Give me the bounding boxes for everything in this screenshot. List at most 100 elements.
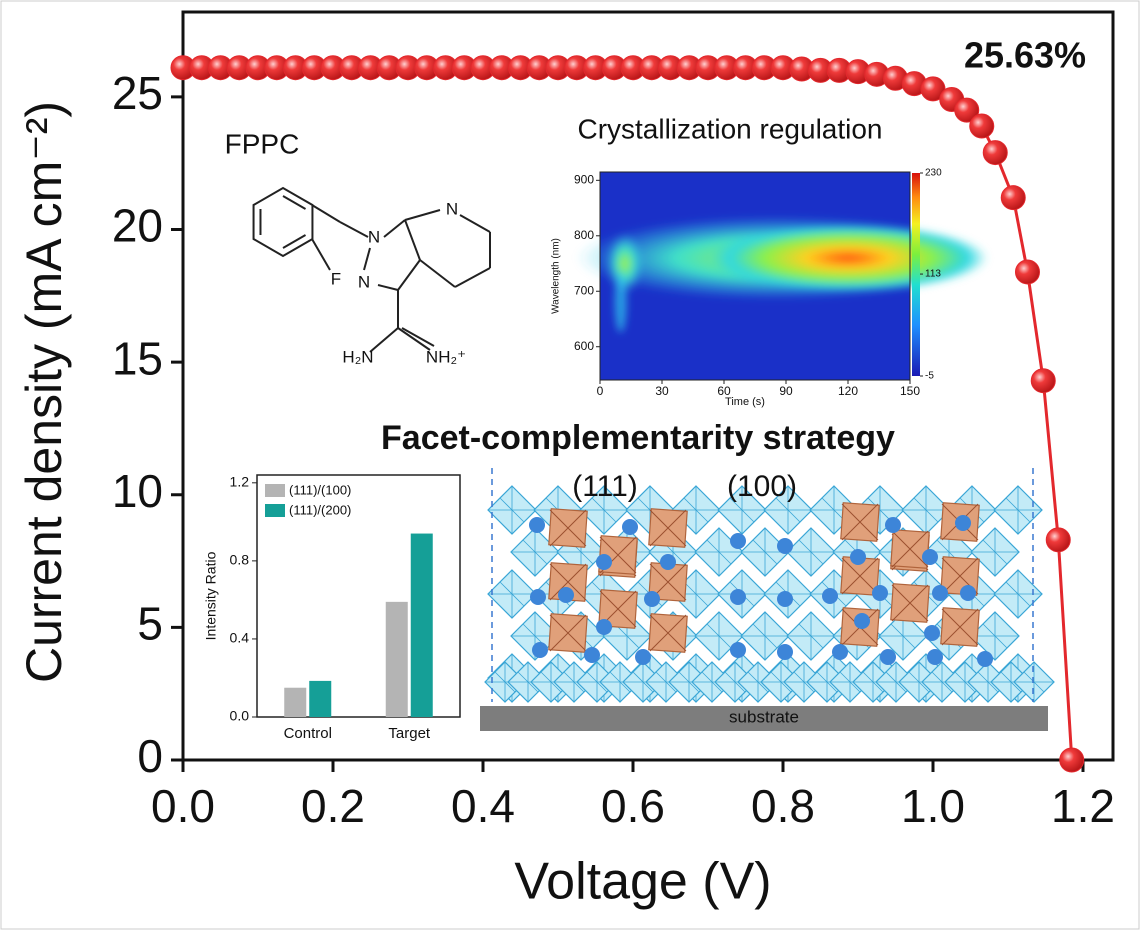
heat-band (614, 272, 627, 333)
x-tick-label: 1.0 (901, 780, 965, 832)
facet-cross (549, 563, 587, 601)
colorbar-tick-label: -5 (925, 371, 934, 382)
y-axis-label: Current density (mA cm⁻²) (16, 101, 72, 683)
ion (730, 642, 746, 658)
ion (880, 649, 896, 665)
ion (854, 613, 870, 629)
heat-band (606, 233, 643, 294)
ion (584, 647, 600, 663)
legend-label: (111)/(200) (289, 502, 351, 517)
octahedron-edge (741, 612, 789, 660)
colorbar-tick-label: 230 (925, 168, 942, 179)
annotation: Facet-complementarity strategy (381, 419, 895, 457)
y-tick-label: 0.8 (230, 552, 250, 568)
bond (339, 221, 369, 238)
octahedron-edge (580, 486, 628, 534)
facet-cross (891, 584, 929, 622)
bond (454, 267, 491, 288)
octahedron-edge (994, 570, 1042, 618)
ion (822, 588, 838, 604)
bond (282, 195, 307, 210)
ion (832, 644, 848, 660)
y-tick-label: 0.0 (230, 708, 250, 724)
facet-cross (841, 557, 879, 595)
annotation: substrate (729, 707, 799, 726)
bar (284, 687, 307, 717)
data-point (1000, 185, 1026, 211)
y-axis-label: Wavelength (nm) (551, 238, 562, 314)
x-tick-label: 0 (597, 384, 604, 398)
x-tick-label: Target (388, 725, 431, 742)
ion (730, 589, 746, 605)
octahedron-edge (511, 528, 559, 576)
ion (955, 515, 971, 531)
colorbar (912, 173, 920, 376)
facet-cross (549, 614, 587, 652)
octahedron-edge (971, 528, 1019, 576)
bond (419, 259, 456, 288)
y-tick-label: 5 (137, 598, 163, 650)
bond (383, 219, 406, 238)
octahedron-edge (994, 486, 1042, 534)
octahedron-edge (718, 486, 766, 534)
x-tick-label: 1.2 (1051, 780, 1115, 832)
x-axis-label: Voltage (V) (514, 853, 771, 911)
x-axis-label: Time (s) (725, 396, 765, 408)
octahedron-edge (902, 486, 950, 534)
substrate (480, 706, 1048, 731)
x-tick-label: Control (284, 725, 332, 742)
ion (924, 625, 940, 641)
y-tick-label: 700 (574, 283, 594, 297)
atom-label: NH₂⁺ (426, 347, 466, 366)
ion (850, 549, 866, 565)
y-tick-label: 20 (112, 200, 163, 252)
annotation: (111) (572, 470, 638, 503)
data-point (1059, 747, 1085, 773)
annotation: (100) (727, 470, 797, 503)
bar (410, 533, 433, 717)
crystal-schematic (480, 468, 1055, 731)
octahedron-edge (672, 486, 720, 534)
ion (777, 644, 793, 660)
data-point (1030, 368, 1056, 394)
y-tick-label: 15 (112, 332, 163, 384)
legend-swatch (265, 484, 285, 497)
octahedron-edge (488, 486, 536, 534)
atom-label: N (368, 227, 380, 246)
octahedron-edge (695, 612, 743, 660)
annotation: 25.63% (964, 35, 1086, 76)
x-tick-label: 60 (717, 384, 731, 398)
bond (404, 209, 441, 221)
bond (397, 259, 421, 291)
legend-label: (111)/(100) (289, 482, 351, 497)
ion (532, 642, 548, 658)
x-tick-label: 30 (655, 384, 669, 398)
ion (960, 585, 976, 601)
ion (530, 589, 546, 605)
octahedron-edge (787, 528, 835, 576)
bond (363, 247, 371, 271)
facet-cross (649, 509, 687, 547)
bond (459, 214, 491, 233)
data-point (1045, 527, 1071, 553)
heatmap-frame (599, 171, 911, 381)
y-tick-label: 900 (574, 172, 594, 186)
bond (369, 327, 399, 353)
facet-cross (891, 530, 929, 568)
x-tick-label: 0.0 (151, 780, 215, 832)
ion (596, 554, 612, 570)
facet-cross (649, 614, 687, 652)
ion (730, 533, 746, 549)
x-tick-label: 90 (779, 384, 793, 398)
bond (311, 204, 341, 223)
annotation: FPPC (225, 128, 300, 159)
atom-label: N (358, 272, 370, 291)
ion (885, 517, 901, 533)
y-tick-label: 1.2 (230, 474, 250, 490)
ion (777, 538, 793, 554)
plot-frame (181, 10, 1115, 762)
y-tick-label: 25 (112, 67, 163, 119)
